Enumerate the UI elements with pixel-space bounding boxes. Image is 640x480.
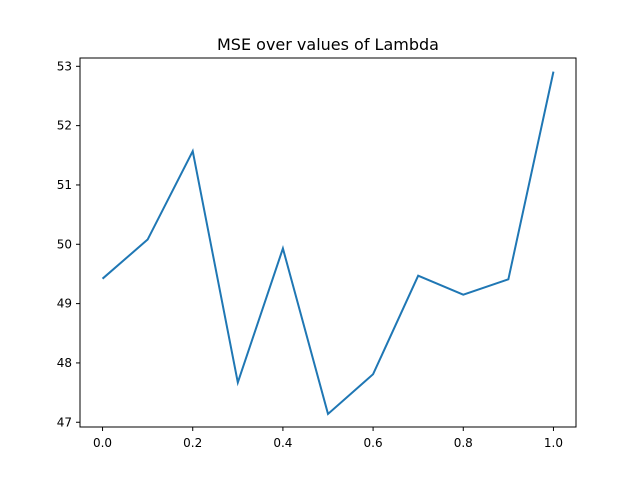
x-tick-label: 0.8 bbox=[454, 436, 473, 450]
series-layer bbox=[101, 71, 555, 416]
plot-area-frame bbox=[79, 57, 577, 428]
x-tick-label: 0.2 bbox=[183, 436, 202, 450]
y-tick-label: 47 bbox=[57, 415, 72, 429]
y-axis: 47 48 49 50 51 52 53 bbox=[57, 59, 80, 429]
y-tick-label: 53 bbox=[57, 59, 72, 73]
x-axis: 0.0 0.2 0.4 0.6 0.8 1.0 bbox=[93, 427, 563, 450]
x-tick-label: 0.4 bbox=[273, 436, 292, 450]
x-tick-label: 1.0 bbox=[544, 436, 563, 450]
y-tick-label: 50 bbox=[57, 237, 72, 251]
series-line-0 bbox=[101, 71, 555, 416]
x-tick-label: 0.0 bbox=[93, 436, 112, 450]
y-tick-label: 48 bbox=[57, 356, 72, 370]
y-tick-label: 49 bbox=[57, 297, 72, 311]
y-tick-label: 52 bbox=[57, 119, 72, 133]
y-tick-label: 51 bbox=[57, 178, 72, 192]
x-tick-label: 0.6 bbox=[364, 436, 383, 450]
chart-title: MSE over values of Lambda bbox=[217, 35, 439, 54]
